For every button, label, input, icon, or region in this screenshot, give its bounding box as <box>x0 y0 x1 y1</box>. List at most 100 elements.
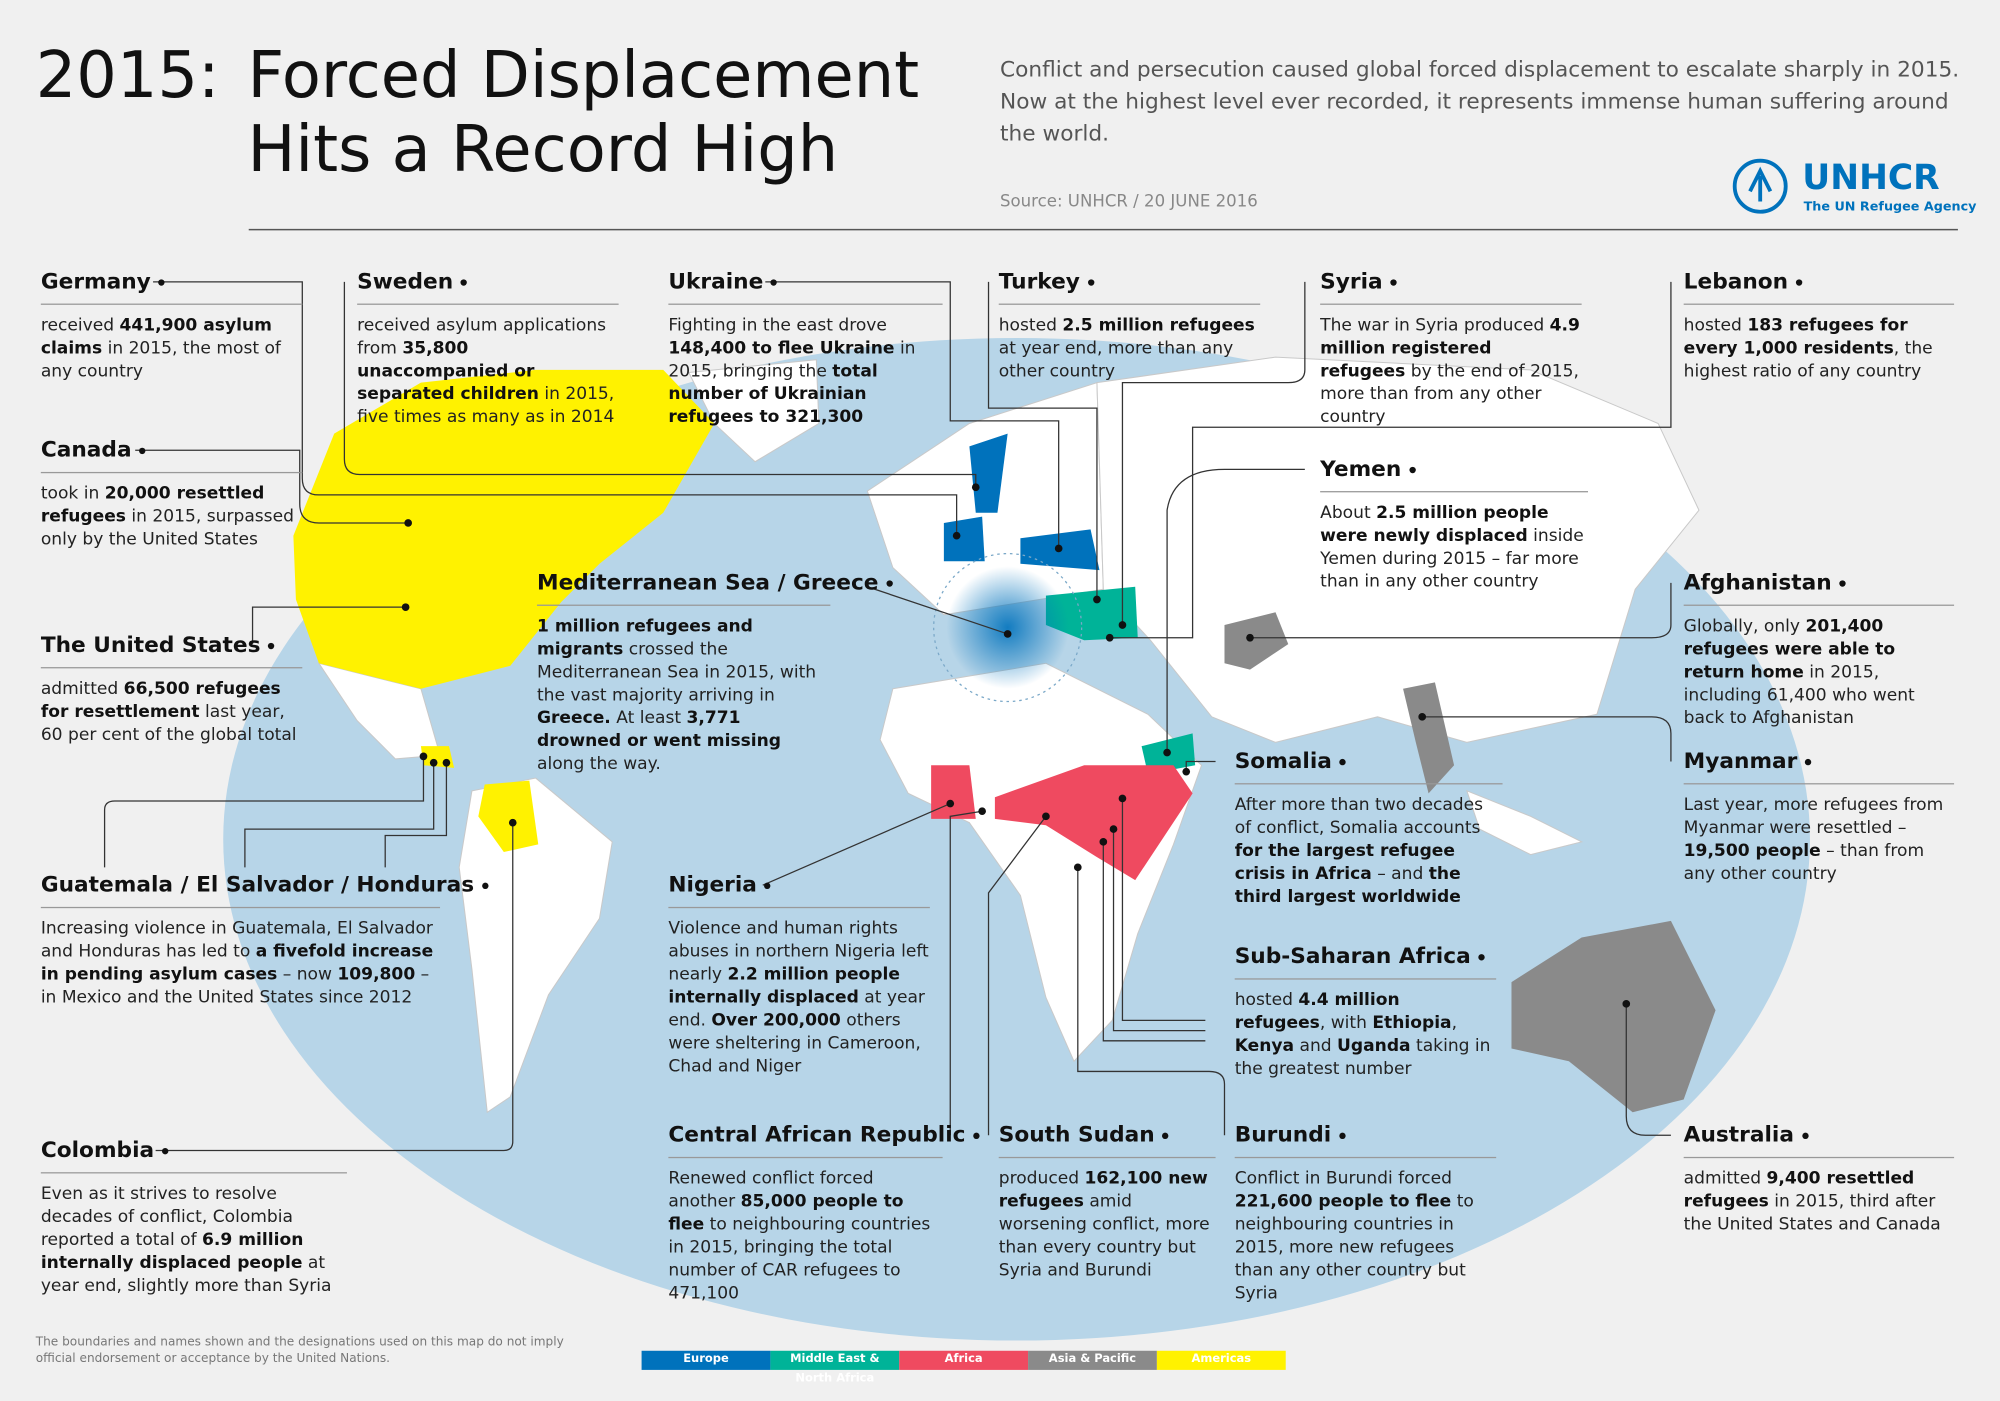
region-shape <box>293 369 715 689</box>
entry-rule <box>998 1156 1216 1159</box>
entry: Nigeria Violence and human rights abuses … <box>668 871 930 1079</box>
body-text: last year, 60 per cent of the global tot… <box>40 702 297 745</box>
body-text: at year end, more than any other country <box>998 339 1234 382</box>
body-text: received asylum applications from <box>357 316 607 359</box>
body-text: After more than two decades of conflict,… <box>1234 795 1484 839</box>
body-highlight: 1 million refugees and migrants <box>536 617 753 660</box>
entry-heading: Australia <box>1684 1121 1954 1149</box>
title-year: 2015: <box>35 38 220 113</box>
entry-body: Violence and human rights abuses in nort… <box>668 918 929 1079</box>
body-text: to neighbouring countries in 2015, bring… <box>668 1215 931 1304</box>
body-highlight: 66,500 refugees for resettlement <box>40 679 281 722</box>
body-text: in 2015, five times as many as in 2014 <box>357 385 615 428</box>
entry-heading: Burundi <box>1235 1121 1496 1149</box>
entry-body: 1 million refugees and migrants crossed … <box>537 616 830 777</box>
region-shape <box>931 765 976 819</box>
body-highlight: 4.4 million refugees <box>1234 991 1400 1034</box>
body-text: Renewed conflict forced another <box>668 1169 874 1212</box>
entry-rule <box>1234 1156 1497 1159</box>
body-text: – than from any other country <box>1683 841 1925 884</box>
body-text: admitted <box>1683 1169 1767 1189</box>
body-highlight: for the largest refugee crisis in Africa <box>1234 841 1455 884</box>
body-highlight: 162,100 new refugees <box>998 1169 1208 1212</box>
body-highlight: 2.5 million refugees <box>1062 316 1255 336</box>
entry: Ukraine Fighting in the east drove 148,40… <box>668 268 943 430</box>
entry-rule <box>1234 783 1503 785</box>
body-text: At least <box>610 709 687 729</box>
entry-body: admitted 9,400 resettled refugees in 201… <box>1684 1168 1954 1237</box>
body-text: – in Mexico and the United States since … <box>40 965 430 1008</box>
region-shape <box>478 780 539 853</box>
entry-rule <box>40 1172 347 1174</box>
title: Forced Displacement Hits a Record High <box>247 38 920 187</box>
entry-rule <box>1683 1156 1955 1159</box>
body-text: in 2015, bringing the <box>668 339 916 382</box>
entry: Australia admitted 9,400 resettled refuge… <box>1683 1121 1955 1237</box>
body-highlight: Over 200,000 <box>711 1011 841 1031</box>
body-text: – and <box>1371 864 1429 884</box>
entry: Colombia Even as it strives to resolve de… <box>40 1136 347 1298</box>
entry-body: After more than two decades of conflict,… <box>1235 795 1503 910</box>
entry-heading: Afghanistan <box>1684 569 1954 597</box>
entry-heading: Ukraine <box>668 268 942 296</box>
entry: Central African Republic Renewed conflict… <box>668 1121 966 1306</box>
body-text: inside Yemen during 2015 – far more than… <box>1320 526 1584 592</box>
legend-item: Americas <box>1156 1350 1286 1370</box>
body-text: others were sheltering in Cameroon, Chad… <box>668 1011 921 1077</box>
entry-rule <box>40 303 303 305</box>
legend-item: Asia & Pacific <box>1028 1350 1157 1370</box>
entry-body: Renewed conflict forced another 85,000 p… <box>668 1168 942 1306</box>
entry: Turkey hosted 2.5 million refugees at yea… <box>998 268 1261 384</box>
entry: Mediterranean Sea / Greece 1 million refu… <box>536 569 879 777</box>
body-highlight: 441,900 asylum claims <box>40 316 272 359</box>
entry-heading: Somalia <box>1235 747 1503 775</box>
entry-body: Globally, only 201,400 refugees were abl… <box>1684 616 1954 731</box>
entry-body: Conflict in Burundi forced 221,600 peopl… <box>1235 1168 1496 1306</box>
entry-rule <box>357 303 619 305</box>
entry-rule <box>998 303 1261 305</box>
disclaimer: The boundaries and names shown and the d… <box>35 1335 564 1367</box>
logo-tagline: The UN Refugee Agency <box>1803 200 1977 215</box>
entry: Yemen About 2.5 million people were newly… <box>1320 455 1589 594</box>
body-text: in 2015, third after the United States a… <box>1683 1192 1941 1235</box>
entry-rule <box>536 604 831 606</box>
entry-body: Last year, more refugees from Myanmar we… <box>1684 795 1954 887</box>
body-text: , the highest ratio of any country <box>1683 339 1933 382</box>
body-text: in 2015, surpassed only by the United St… <box>40 507 294 550</box>
body-highlight: 9,400 resettled refugees <box>1683 1169 1915 1212</box>
map-dots <box>401 483 1631 1008</box>
body-text: , <box>1451 1014 1458 1034</box>
entry-body: received asylum applications from 35,800… <box>357 315 618 430</box>
body-text: Last year, more refugees from Myanmar we… <box>1683 795 1944 839</box>
entry-heading: The United States <box>41 631 302 659</box>
body-text: crossed the Mediterranean Sea in 2015, w… <box>536 640 817 706</box>
mediterranean-ring <box>933 552 1083 703</box>
region-shape <box>994 765 1193 881</box>
entry-body: The war in Syria produced 4.9 million re… <box>1320 315 1581 430</box>
entry-heading: Myanmar <box>1684 747 1954 775</box>
entry: Lebanon hosted 183 refugees for every 1,0… <box>1683 268 1955 384</box>
entry-body: Fighting in the east drove 148,400 to fl… <box>668 315 942 430</box>
legend-item: Europe <box>641 1350 771 1370</box>
region-shape <box>969 433 1008 513</box>
body-highlight: 2.2 million people internally displaced <box>668 965 900 1008</box>
body-highlight: Kenya <box>1234 1036 1295 1057</box>
body-text: took in <box>40 484 105 504</box>
entry-rule <box>1683 303 1955 305</box>
source: Source: UNHCR / 20 JUNE 2016 <box>999 192 1258 212</box>
body-text: Fighting in the east drove <box>668 316 887 336</box>
entry-heading: Nigeria <box>668 871 929 899</box>
body-text: Conflict in Burundi forced <box>1234 1169 1453 1189</box>
body-text: received <box>40 316 120 336</box>
body-text: The war in Syria produced <box>1320 316 1550 336</box>
body-highlight: 6.9 million internally displaced people <box>40 1230 304 1273</box>
body-text: hosted <box>998 316 1063 336</box>
entry-rule <box>668 1156 943 1159</box>
entry-heading: Mediterranean Sea / Greece <box>536 570 879 596</box>
unhcr-emblem <box>1732 158 1788 214</box>
entry-heading: Syria <box>1320 268 1581 296</box>
body-highlight: 19,500 people <box>1683 841 1821 861</box>
body-text: at year end. <box>668 988 925 1031</box>
entry: Burundi Conflict in Burundi forced 221,60… <box>1234 1121 1497 1306</box>
